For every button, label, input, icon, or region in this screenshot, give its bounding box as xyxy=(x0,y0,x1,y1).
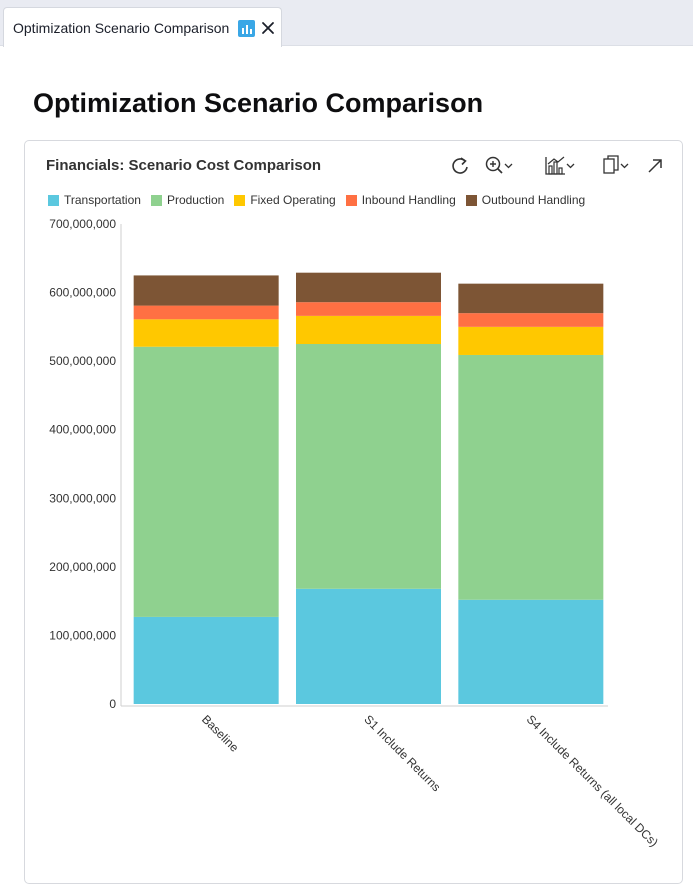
bar-inbound-handling xyxy=(133,305,279,320)
bar-chart-icon xyxy=(238,20,255,37)
legend-swatch xyxy=(150,194,162,206)
legend-item-production[interactable]: Production xyxy=(150,193,225,207)
legend-swatch xyxy=(345,194,357,206)
bar-inbound-handling xyxy=(458,313,604,327)
legend-label: Transportation xyxy=(64,193,141,207)
chart-type-icon[interactable] xyxy=(545,155,577,177)
page-title: Optimization Scenario Comparison xyxy=(33,88,484,118)
y-tick-label: 300,000,000 xyxy=(49,491,116,505)
tab-bar: Optimization Scenario Comparison xyxy=(0,0,693,47)
legend-swatch xyxy=(465,194,477,206)
zoom-icon[interactable] xyxy=(484,155,516,177)
y-tick-label: 600,000,000 xyxy=(49,286,116,300)
bar-production xyxy=(458,354,604,600)
refresh-icon[interactable] xyxy=(450,155,470,177)
bar-transportation xyxy=(296,588,441,704)
bar-transportation xyxy=(458,599,604,704)
legend-item-outbound-handling[interactable]: Outbound Handling xyxy=(465,193,586,207)
legend-item-inbound-handling[interactable]: Inbound Handling xyxy=(345,193,456,207)
expand-icon[interactable] xyxy=(646,155,664,177)
tab-label[interactable]: Optimization Scenario Comparison xyxy=(13,20,230,36)
copy-icon[interactable] xyxy=(603,155,633,177)
legend-label: Fixed Operating xyxy=(250,193,336,207)
x-tick-label: S4 Include Returns (all local DCs) xyxy=(524,712,661,849)
bar-outbound-handling xyxy=(133,275,279,306)
bar-production xyxy=(296,344,441,589)
chart-legend: Transportation Production Fixed Operatin… xyxy=(48,192,595,208)
legend-swatch xyxy=(234,194,246,206)
legend-label: Inbound Handling xyxy=(361,193,456,207)
bar-fixed-operating xyxy=(133,319,279,347)
close-icon[interactable] xyxy=(261,21,275,35)
legend-item-transportation[interactable]: Transportation xyxy=(48,193,141,207)
legend-item-fixed-operating[interactable]: Fixed Operating xyxy=(234,193,336,207)
legend-swatch xyxy=(48,194,59,206)
y-tick-label: 100,000,000 xyxy=(49,628,116,642)
x-tick-label: Baseline xyxy=(199,712,242,755)
bar-production xyxy=(133,346,279,617)
y-tick-label: 400,000,000 xyxy=(49,423,116,437)
bar-fixed-operating xyxy=(296,315,441,344)
y-tick-label: 0 xyxy=(109,697,116,711)
chart-title: Financials: Scenario Cost Comparison xyxy=(46,157,322,174)
y-tick-label: 700,000,000 xyxy=(49,217,116,231)
y-tick-label: 200,000,000 xyxy=(49,560,116,574)
bar-transportation xyxy=(133,616,279,704)
bar-outbound-handling xyxy=(458,283,604,314)
bar-fixed-operating xyxy=(458,326,604,355)
tab-optimization-scenario-comparison[interactable]: Optimization Scenario Comparison xyxy=(3,7,282,47)
x-tick-label: S1 Include Returns xyxy=(361,712,443,794)
y-tick-label: 500,000,000 xyxy=(49,354,116,368)
legend-label: Production xyxy=(166,193,225,207)
bar-outbound-handling xyxy=(296,272,441,303)
bar-inbound-handling xyxy=(296,302,441,316)
legend-label: Outbound Handling xyxy=(481,193,586,207)
